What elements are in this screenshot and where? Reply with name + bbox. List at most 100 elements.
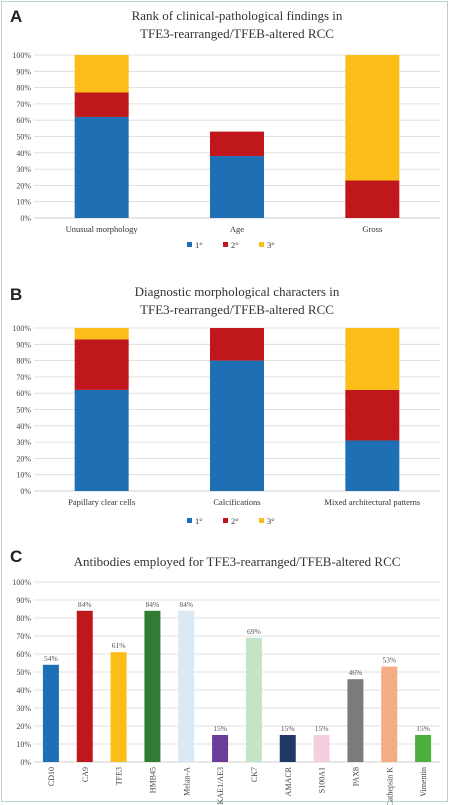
bar <box>347 679 364 762</box>
y-tick-label: 90% <box>16 67 31 76</box>
y-tick-label: 40% <box>16 149 31 158</box>
data-label: 46% <box>349 668 363 677</box>
y-tick-label: 60% <box>16 389 31 398</box>
y-tick-label: 70% <box>16 373 31 382</box>
legend-swatch <box>223 242 228 247</box>
y-tick-label: 20% <box>16 722 31 731</box>
bar-segment <box>210 328 264 361</box>
y-tick-label: 50% <box>16 668 31 677</box>
y-tick-label: 30% <box>16 438 31 447</box>
legend-label: 2° <box>231 516 239 526</box>
y-tick-label: 80% <box>16 614 31 623</box>
legend: 1° 2° 3° <box>187 240 275 250</box>
chart-panel-a: A Rank of clinical-pathological findings … <box>10 7 440 250</box>
y-tick-label: 50% <box>16 133 31 142</box>
data-label: 54% <box>44 654 58 663</box>
y-tick-label: 0% <box>20 487 31 496</box>
y-tick-label: 70% <box>16 632 31 641</box>
y-tick-label: 80% <box>16 84 31 93</box>
category-label: PAX8 <box>351 767 360 786</box>
y-tick-label: 70% <box>16 100 31 109</box>
bar-segment <box>345 389 400 441</box>
chart-panel-b: B Diagnostic morphological characters in T… <box>10 284 440 526</box>
data-label: 84% <box>146 600 160 609</box>
bar <box>415 735 432 762</box>
data-label: 15% <box>281 724 295 733</box>
panel-letter: C <box>10 547 22 566</box>
chart-title-line: Antibodies employed for TFE3-rearranged/… <box>74 554 401 569</box>
data-label: 61% <box>112 641 126 650</box>
legend-label: 2° <box>231 240 239 250</box>
legend: 1° 2° 3° <box>187 516 275 526</box>
legend-swatch <box>259 242 264 247</box>
chart-title-line: TFE3-rearranged/TFEB-altered RCC <box>140 26 334 41</box>
bar-segment <box>345 55 400 181</box>
y-tick-label: 20% <box>16 181 31 190</box>
bar <box>178 610 195 762</box>
category-label: CD10 <box>47 767 56 786</box>
category-label: HMB45 <box>148 767 157 793</box>
y-tick-label: 60% <box>16 116 31 125</box>
y-tick-label: 80% <box>16 357 31 366</box>
data-label: 69% <box>247 627 261 636</box>
bar <box>245 637 262 762</box>
legend-label: 3° <box>267 516 275 526</box>
bar <box>212 735 229 762</box>
category-label: S100A1 <box>318 767 327 793</box>
chart-title-line: Rank of clinical-pathological findings i… <box>132 8 343 23</box>
bar-segment <box>210 360 264 491</box>
category-label: Cathepsin K <box>385 767 394 805</box>
bar-segment <box>345 440 400 491</box>
y-tick-label: 0% <box>20 214 31 223</box>
bar-segment <box>210 156 264 218</box>
bar-segment <box>74 55 129 93</box>
bar-segment <box>74 339 129 390</box>
category-label: Mixed architectural patterns <box>324 497 420 507</box>
legend-swatch <box>187 242 192 247</box>
bar <box>42 664 59 762</box>
y-tick-label: 100% <box>12 51 31 60</box>
bar <box>144 610 161 762</box>
data-label: 15% <box>315 724 329 733</box>
y-tick-label: 90% <box>16 596 31 605</box>
bar-segment <box>345 328 400 390</box>
y-tick-label: 20% <box>16 454 31 463</box>
data-label: 15% <box>416 724 430 733</box>
y-tick-label: 10% <box>16 471 31 480</box>
panel-letter: B <box>10 285 22 304</box>
category-label: Unusual morphology <box>66 224 139 234</box>
bar <box>279 735 296 762</box>
legend-label: 1° <box>195 516 203 526</box>
y-tick-label: 0% <box>20 758 31 767</box>
data-label: 84% <box>179 600 193 609</box>
category-label: Melan-A <box>182 767 191 796</box>
y-tick-label: 30% <box>16 165 31 174</box>
bar-segment <box>74 116 129 218</box>
category-label: Vimentin <box>419 767 428 797</box>
bar-segment <box>74 92 129 117</box>
y-tick-label: 50% <box>16 406 31 415</box>
category-label: Papillary clear cells <box>68 497 135 507</box>
category-label: CA9 <box>81 767 90 782</box>
legend-label: 3° <box>267 240 275 250</box>
chart-title-line: Diagnostic morphological characters in <box>135 284 340 299</box>
category-label: Age <box>230 224 244 234</box>
bar-segment <box>74 389 129 491</box>
category-label: CK7 <box>250 767 259 782</box>
bar <box>76 610 93 762</box>
category-label: TFE3 <box>115 767 124 785</box>
y-tick-label: 40% <box>16 686 31 695</box>
category-label: AMACR <box>284 766 293 796</box>
legend-swatch <box>187 518 192 523</box>
bar-segment <box>74 328 129 340</box>
y-tick-label: 10% <box>16 740 31 749</box>
bar-segment <box>345 180 400 218</box>
bar <box>313 735 330 762</box>
y-tick-label: 90% <box>16 340 31 349</box>
data-label: 53% <box>382 656 396 665</box>
chart-panel-c: C Antibodies employed for TFE3-rearranged… <box>10 547 440 805</box>
y-tick-label: 100% <box>12 324 31 333</box>
category-label: Calcifications <box>213 497 260 507</box>
